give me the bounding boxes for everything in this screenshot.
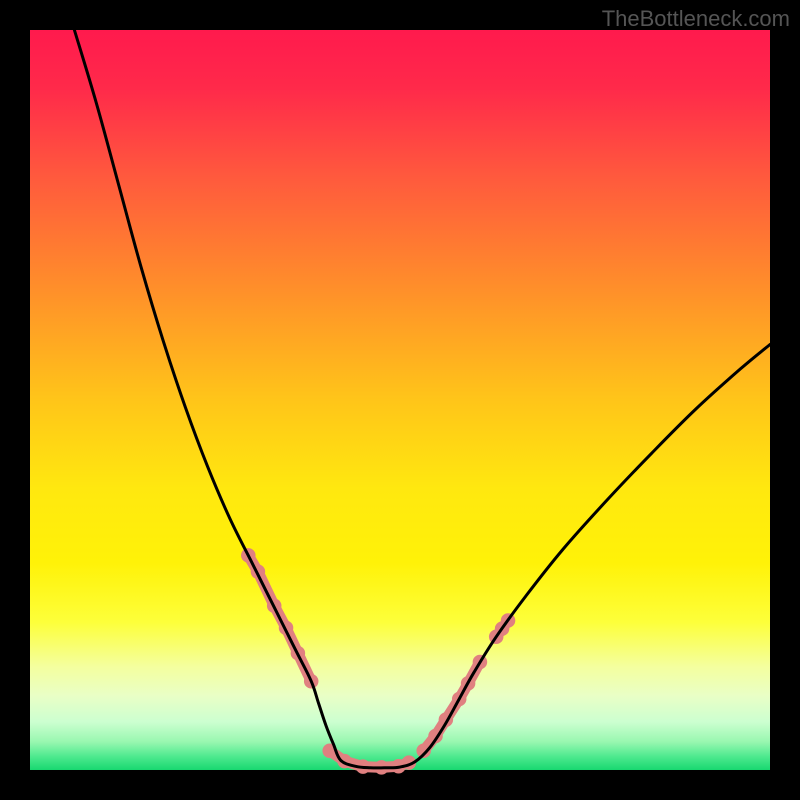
bottleneck-chart-svg bbox=[0, 0, 800, 800]
chart-stage: TheBottleneck.com bbox=[0, 0, 800, 800]
attribution-text: TheBottleneck.com bbox=[602, 6, 790, 32]
plot-gradient-area bbox=[30, 30, 770, 770]
